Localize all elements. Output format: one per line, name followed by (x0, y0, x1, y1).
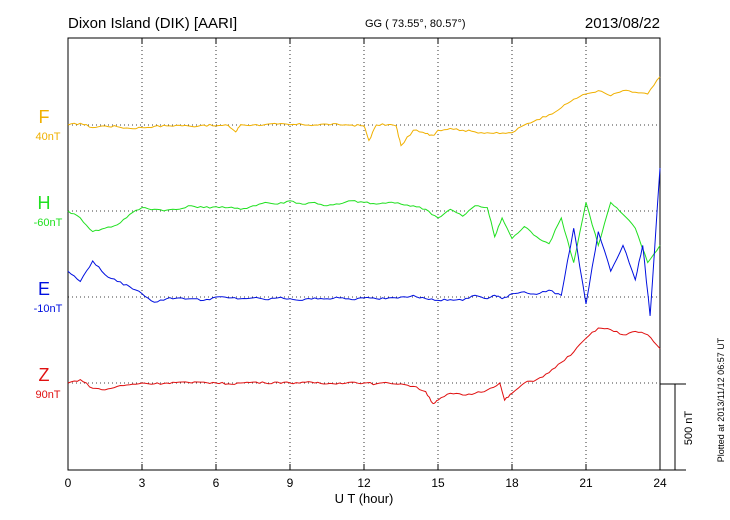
scale-bar-label: 500 nT (683, 411, 695, 446)
series-line-h (67, 200, 661, 264)
series-line-z (67, 327, 661, 405)
series-name-f: F (39, 107, 50, 127)
x-tick-label: 24 (653, 476, 667, 490)
x-tick-label: 3 (139, 476, 146, 490)
date-label: 2013/08/22 (585, 15, 660, 32)
x-tick-label: 12 (357, 476, 371, 490)
coordinates-label: GG ( 73.55°, 80.57°) (365, 18, 466, 30)
series-name-z: Z (39, 365, 50, 385)
scale-bar: 500 nT (660, 383, 695, 471)
x-axis-ticks: 0 3 6 9 12 15 18 21 24 (65, 38, 667, 490)
series-name-e: E (38, 279, 50, 299)
x-tick-label: 6 (213, 476, 220, 490)
series-baseline-h: -60nT (34, 217, 63, 229)
x-tick-label: 21 (579, 476, 593, 490)
x-tick-label: 0 (65, 476, 72, 490)
series-line-f (67, 76, 661, 147)
x-tick-label: 18 (505, 476, 519, 490)
plotted-timestamp: Plotted at 2013/11/12 06:57 UT (716, 337, 726, 462)
series-baseline-z: 90nT (35, 389, 60, 401)
series-baseline-f: 40nT (35, 131, 60, 143)
series-line-e (67, 167, 661, 316)
series-name-h: H (38, 193, 51, 213)
series-baseline-e: -10nT (34, 303, 63, 315)
series-group: F 40nT H -60nT E -10nT Z 90nT (34, 76, 661, 405)
chart-title: Dixon Island (DIK) [AARI] (68, 15, 237, 32)
x-tick-label: 15 (431, 476, 445, 490)
x-tick-label: 9 (287, 476, 294, 490)
x-axis-label: U T (hour) (335, 491, 394, 506)
